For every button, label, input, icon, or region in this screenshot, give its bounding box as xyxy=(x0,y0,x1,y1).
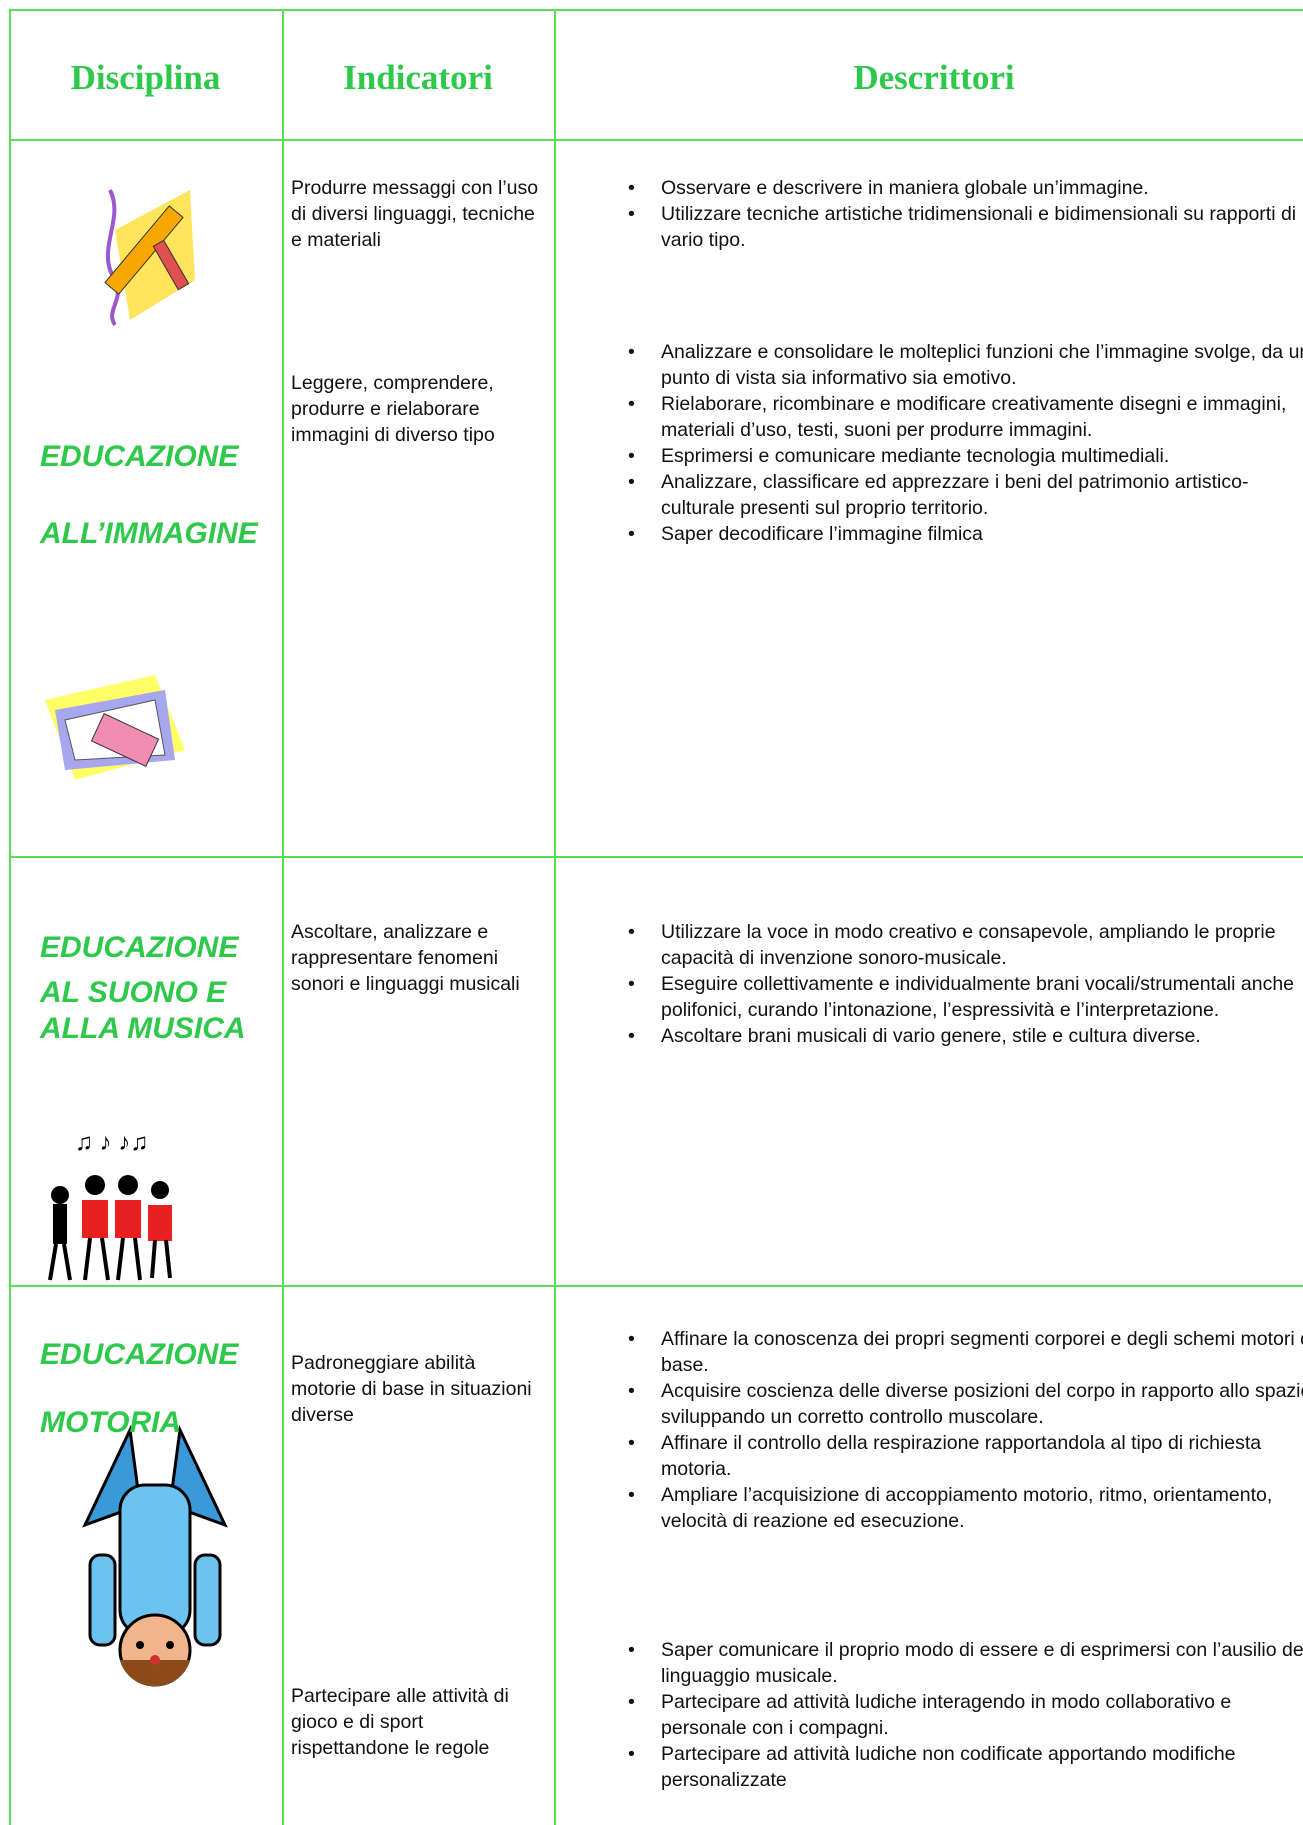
discipline-label: ALLA MUSICA xyxy=(40,1012,246,1045)
table-border xyxy=(9,856,1303,858)
descriptor-item: Saper comunicare il proprio modo di esse… xyxy=(628,1637,1303,1689)
descriptor-item: Saper decodificare l’immagine filmica xyxy=(628,521,1303,547)
descriptor-item: Ascoltare brani musicali di vario genere… xyxy=(628,1023,1303,1049)
discipline-label: ALL’IMMAGINE xyxy=(40,517,258,550)
descriptor-item: Affinare il controllo della respirazione… xyxy=(628,1430,1303,1482)
column-header: Indicatori xyxy=(343,58,493,97)
column-header: Disciplina xyxy=(70,58,221,97)
descriptor-list: Affinare la conoscenza dei propri segmen… xyxy=(628,1326,1303,1534)
table-border xyxy=(9,139,1303,141)
discipline-label: AL SUONO E xyxy=(40,976,227,1009)
indicator: Leggere, comprendere, produrre e rielabo… xyxy=(291,372,495,446)
descriptor-item: Partecipare ad attività ludiche interage… xyxy=(628,1689,1303,1741)
descriptor-item: Eseguire collettivamente e individualmen… xyxy=(628,971,1303,1023)
descriptor-list: Utilizzare la voce in modo creativo e co… xyxy=(628,919,1303,1049)
child-clipart xyxy=(82,1425,228,1687)
descriptor-item: Utilizzare tecniche artistiche tridimens… xyxy=(628,201,1303,253)
table-border xyxy=(282,9,284,1825)
discipline-label: EDUCAZIONE xyxy=(40,1338,239,1371)
indicator: Produrre messaggi con l’uso di diversi l… xyxy=(291,177,539,251)
descriptor-item: Osservare e descrivere in maniera global… xyxy=(628,175,1303,201)
descriptor-item: Ampliare l’acquisizione di accoppiamento… xyxy=(628,1482,1303,1534)
table-border xyxy=(9,9,1303,11)
table-border xyxy=(554,9,556,1825)
indicator: Partecipare alle attività di gioco e di … xyxy=(291,1685,509,1759)
descriptor-list: Saper comunicare il proprio modo di esse… xyxy=(628,1637,1303,1793)
paper-clipart xyxy=(45,675,185,780)
table-border xyxy=(9,9,11,1825)
svg-text:♫ ♪ ♪♫: ♫ ♪ ♪♫ xyxy=(75,1129,148,1156)
descriptor-item: Partecipare ad attività ludiche non codi… xyxy=(628,1741,1303,1793)
descriptor-item: Affinare la conoscenza dei propri segmen… xyxy=(628,1326,1303,1378)
indicator: Padroneggiare abilità motorie di base in… xyxy=(291,1352,532,1426)
descriptor-item: Analizzare, classificare ed apprezzare i… xyxy=(628,469,1303,521)
descriptor-item: Esprimersi e comunicare mediante tecnolo… xyxy=(628,443,1303,469)
descriptor-item: Analizzare e consolidare le molteplici f… xyxy=(628,339,1303,391)
music-clipart: ♫ ♪ ♪♫ xyxy=(48,1129,172,1281)
descriptor-list: Osservare e descrivere in maniera global… xyxy=(628,175,1303,253)
discipline-label: EDUCAZIONE xyxy=(40,440,239,473)
descriptor-item: Utilizzare la voce in modo creativo e co… xyxy=(628,919,1303,971)
descriptor-item: Acquisire coscienza delle diverse posizi… xyxy=(628,1378,1303,1430)
descriptor-list: Analizzare e consolidare le molteplici f… xyxy=(628,339,1303,547)
discipline-label: MOTORIA xyxy=(40,1406,182,1439)
column-header: Descrittori xyxy=(853,58,1015,97)
descriptor-item: Rielaborare, ricombinare e modificare cr… xyxy=(628,391,1303,443)
indicator: Ascoltare, analizzare e rappresentare fe… xyxy=(291,921,520,995)
discipline-label: EDUCAZIONE xyxy=(40,931,239,964)
table-border xyxy=(9,1285,1303,1287)
pencil-clipart xyxy=(104,189,195,327)
